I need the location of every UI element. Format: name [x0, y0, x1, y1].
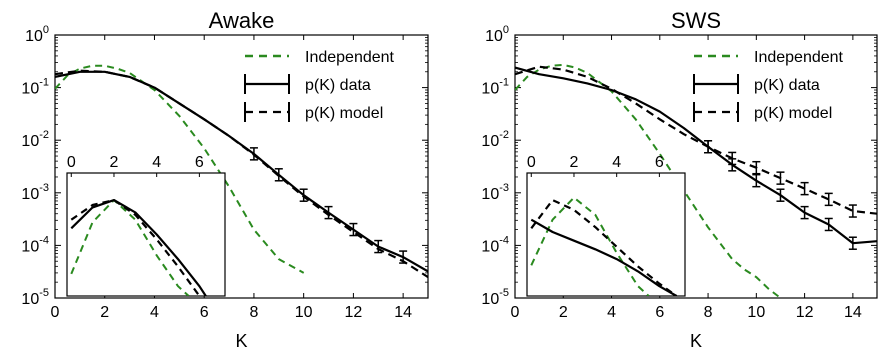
x-tick-label: 14 [844, 304, 862, 321]
y-tick-base: 10 [21, 81, 39, 98]
y-tick-label: 10-1 [481, 77, 509, 98]
x-tick-label: 6 [655, 304, 664, 321]
y-tick-base: 10 [481, 186, 499, 203]
x-tick-label: 0 [511, 304, 520, 321]
x-tick-label: 10 [295, 304, 313, 321]
y-tick-base: 10 [481, 81, 499, 98]
inset-frame [527, 173, 685, 296]
inset-x-tick-label: 2 [570, 154, 579, 171]
y-tick-base: 10 [481, 133, 499, 150]
y-tick-label: 100 [485, 24, 509, 45]
y-tick-label: 10-5 [481, 287, 509, 308]
y-tick-exponent: -1 [39, 77, 49, 89]
legend-label: Independent [754, 49, 844, 66]
y-tick-base: 10 [481, 291, 499, 308]
x-tick-label: 2 [559, 304, 568, 321]
inset-x-tick-label: 2 [110, 154, 119, 171]
x-tick-label: 10 [747, 304, 765, 321]
y-tick-exponent: 0 [503, 24, 509, 36]
y-tick-exponent: -2 [499, 129, 509, 141]
inset: 0 2 4 6 [67, 154, 225, 296]
legend: Independent p(K) data p(K) model [245, 49, 395, 122]
y-tick-label: 10-2 [481, 129, 509, 150]
x-tick-label: 6 [200, 304, 209, 321]
y-tick-label: 10-3 [481, 182, 509, 203]
y-tick-exponent: -1 [499, 77, 509, 89]
y-tick-label: 10-4 [21, 234, 49, 255]
y-tick-base: 10 [21, 186, 39, 203]
y-tick-exponent: 0 [43, 24, 49, 36]
inset-x-tick-label: 6 [655, 154, 664, 171]
x-tick-label: 4 [607, 304, 616, 321]
inset-frame [67, 173, 225, 296]
legend-label: p(K) data [305, 77, 371, 94]
y-tick-label: 10-4 [481, 234, 509, 255]
x-tick-label: 4 [150, 304, 159, 321]
y-tick-exponent: -3 [499, 182, 509, 194]
inset-x-tick-label: 6 [195, 154, 204, 171]
y-tick-exponent: -2 [39, 129, 49, 141]
inset-x-tick-label: 4 [612, 154, 621, 171]
legend-label: p(K) model [754, 105, 832, 122]
y-tick-exponent: -5 [499, 287, 509, 299]
y-tick-base: 10 [485, 28, 503, 45]
y-tick-exponent: -3 [39, 182, 49, 194]
legend-label: p(K) data [754, 77, 820, 94]
chart-title: Awake [209, 8, 275, 33]
inset-x-tick-label: 0 [527, 154, 536, 171]
x-axis-label: K [235, 331, 247, 351]
y-tick-label: 100 [25, 24, 49, 45]
legend-label: p(K) model [305, 105, 383, 122]
y-tick-base: 10 [21, 291, 39, 308]
inset: 0 2 4 6 [527, 154, 685, 296]
y-tick-label: 10-3 [21, 182, 49, 203]
y-tick-label: 10-2 [21, 129, 49, 150]
legend: Independent p(K) data p(K) model [694, 49, 844, 122]
y-tick-label: 10-1 [21, 77, 49, 98]
y-tick-exponent: -5 [39, 287, 49, 299]
x-tick-label: 14 [394, 304, 412, 321]
y-tick-exponent: -4 [39, 234, 49, 246]
y-tick-exponent: -4 [499, 234, 509, 246]
chart-title: SWS [671, 8, 721, 33]
x-tick-label: 2 [100, 304, 109, 321]
x-tick-label: 0 [51, 304, 60, 321]
y-tick-base: 10 [21, 133, 39, 150]
x-tick-label: 12 [345, 304, 363, 321]
y-tick-base: 10 [481, 238, 499, 255]
inset-x-tick-label: 4 [152, 154, 161, 171]
x-axis-label: K [690, 331, 702, 351]
y-tick-label: 10-5 [21, 287, 49, 308]
inset-x-tick-label: 0 [67, 154, 76, 171]
x-tick-label: 8 [704, 304, 713, 321]
x-tick-label: 12 [796, 304, 814, 321]
y-tick-base: 10 [21, 238, 39, 255]
x-tick-label: 8 [249, 304, 258, 321]
y-tick-base: 10 [25, 28, 43, 45]
legend-label: Independent [305, 49, 395, 66]
